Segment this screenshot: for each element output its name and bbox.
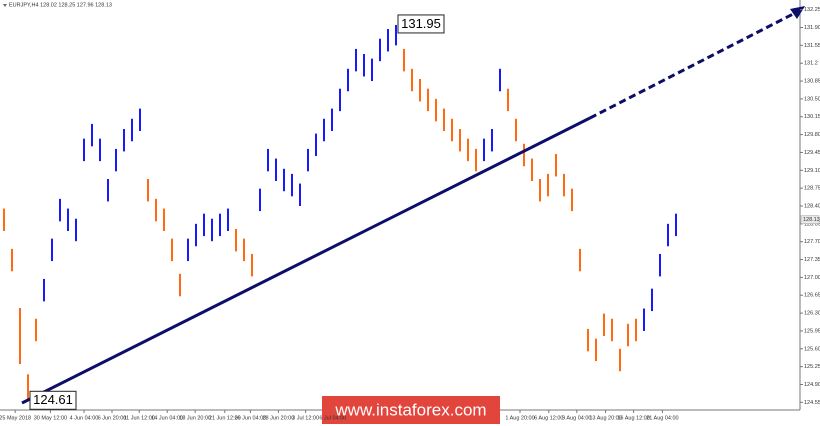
overlay: 131.95 124.61: [29, 14, 445, 410]
y-tick-label: 124.90: [804, 382, 820, 388]
watermark: www.instaforex.com: [334, 400, 486, 419]
x-tick-label: 21 Aug 04:00: [646, 415, 678, 421]
y-tick-label: 128.05: [804, 221, 820, 227]
y-tick-label: 130.85: [804, 79, 820, 85]
x-tick-label: 6 Jun 20:00: [98, 415, 127, 421]
last-price-box: [800, 215, 820, 225]
x-tick-label: 18 Jun 20:00: [179, 415, 211, 421]
x-tick-label: 6 Aug 12:00: [534, 415, 563, 421]
x-tick-label: 1 Aug 20:00: [505, 415, 534, 421]
trend-line: [21, 116, 591, 405]
y-tick-label: 129.80: [804, 132, 820, 138]
y-tick-label: 125.25: [804, 364, 820, 370]
x-tick-label: 26 Jun 04:00: [234, 415, 266, 421]
annotation-label: 124.61: [33, 392, 73, 407]
y-tick-label: 127.00: [804, 275, 820, 281]
x-tick-label: 28 Jun 20:00: [262, 415, 294, 421]
y-tick-label: 131.2: [804, 61, 818, 67]
annotation-box: [397, 14, 445, 34]
y-tick-label: 129.45: [804, 150, 820, 156]
x-tick-label: 14 Jun 04:00: [151, 415, 183, 421]
y-tick-label: 131.55: [804, 43, 820, 49]
last-price-label: 128.13: [803, 217, 820, 223]
x-tick-label: 11 Jun 12:00: [123, 415, 154, 421]
y-tick-label: 126.65: [804, 293, 820, 299]
x-tick-label: 16 Aug 12:00: [617, 415, 649, 421]
y-tick-label: 131.90: [804, 25, 820, 31]
y-tick-label: 130.50: [804, 96, 820, 102]
x-tick-label: 30 May 12:00: [34, 415, 67, 421]
x-tick-label: 25 May 2018: [0, 415, 31, 421]
annotation-box: [29, 390, 77, 410]
watermark-box: [322, 396, 500, 424]
annotation-label: 131.95: [401, 16, 441, 31]
trend-line-projection: [589, 10, 798, 120]
bars: [3, 24, 677, 400]
y-tick-label: 125.60: [804, 346, 820, 352]
y-tick-label: 129.10: [804, 168, 820, 174]
symbol-icon: [3, 4, 7, 7]
y-tick-label: 127.35: [804, 257, 820, 263]
y-tick-label: 127.70: [804, 239, 820, 245]
y-tick-label: 126.30: [804, 311, 820, 317]
y-tick-label: 124.55: [804, 400, 820, 406]
x-tick-label: 6 Jul 04:00: [319, 415, 346, 421]
x-tick-label: 21 Jun 12:00: [209, 415, 241, 421]
y-tick-label: 130.15: [804, 114, 820, 120]
x-tick-label: 3 Jul 12:00: [292, 415, 319, 421]
y-tick-label: 128.75: [804, 186, 820, 192]
x-tick-label: 4 Jun 04:00: [70, 415, 99, 421]
chart-title: EURJPY,H4 128.02 128.25 127.96 128.13: [9, 2, 112, 8]
x-tick-label: 13 Aug 20:00: [589, 415, 621, 421]
y-tick-label: 128.40: [804, 203, 820, 209]
x-tick-label: 9 Aug 04:00: [562, 415, 591, 421]
y-tick-label: 132.25: [804, 7, 820, 13]
y-tick-label: 125.95: [804, 328, 820, 334]
